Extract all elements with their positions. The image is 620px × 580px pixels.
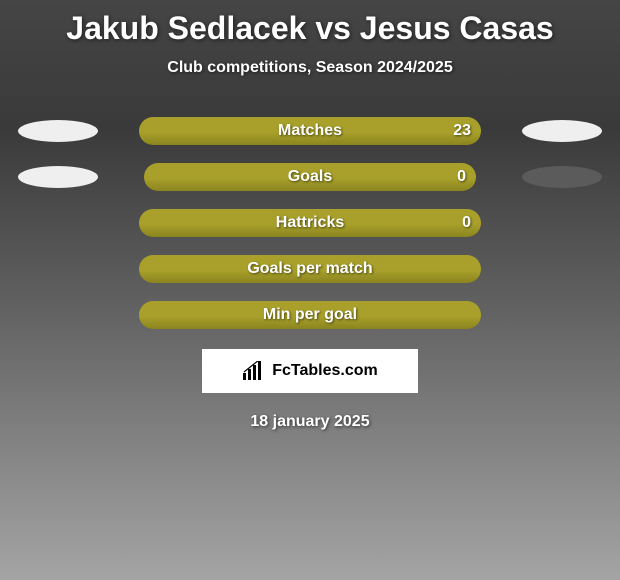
stat-row: Min per goal [0, 301, 620, 329]
stat-label: Hattricks [276, 214, 344, 232]
stat-bar: Hattricks 0 [139, 209, 481, 237]
page-subtitle: Club competitions, Season 2024/2025 [167, 59, 452, 77]
infographic-card: Jakub Sedlacek vs Jesus Casas Club compe… [0, 0, 620, 580]
stat-bar: Matches 23 [139, 117, 481, 145]
stat-bar: Goals 0 [144, 163, 476, 191]
stat-label: Goals [288, 168, 332, 186]
page-title: Jakub Sedlacek vs Jesus Casas [66, 10, 553, 47]
stat-bar: Goals per match [139, 255, 481, 283]
stat-row: Hattricks 0 [0, 209, 620, 237]
left-ellipse-icon [18, 166, 98, 188]
brand-badge: FcTables.com [202, 349, 418, 393]
stat-value: 23 [453, 122, 471, 140]
stat-row: Matches 23 [0, 117, 620, 145]
stat-row: Goals per match [0, 255, 620, 283]
date-label: 18 january 2025 [250, 413, 369, 431]
stat-value: 0 [457, 168, 466, 186]
stat-label: Matches [278, 122, 342, 140]
left-ellipse-icon [18, 120, 98, 142]
stat-label: Goals per match [247, 260, 372, 278]
brand-label: FcTables.com [272, 362, 378, 380]
right-ellipse-icon [522, 166, 602, 188]
stat-rows: Matches 23 Goals 0 Hattricks 0 Goal [0, 117, 620, 329]
right-ellipse-icon [522, 120, 602, 142]
stat-bar: Min per goal [139, 301, 481, 329]
stat-label: Min per goal [263, 306, 357, 324]
chart-icon [242, 361, 266, 381]
stat-value: 0 [462, 214, 471, 232]
stat-row: Goals 0 [0, 163, 620, 191]
